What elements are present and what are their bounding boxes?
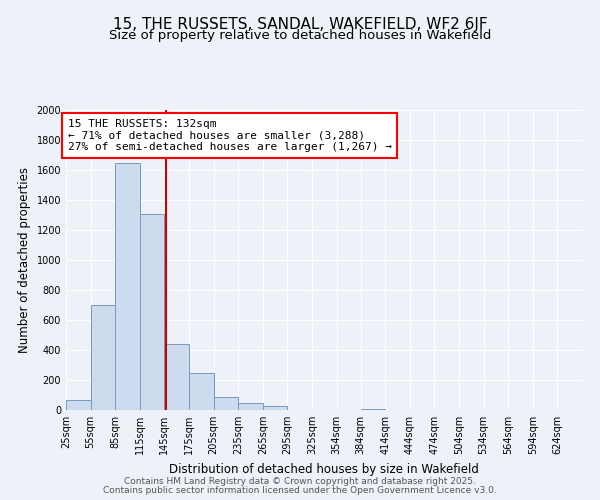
Bar [91, 305, 115, 410]
Text: Contains HM Land Registry data © Crown copyright and database right 2025.: Contains HM Land Registry data © Crown c… [124, 477, 476, 486]
Bar [115, 162, 140, 410]
Bar [263, 406, 287, 410]
Bar [361, 408, 385, 410]
Bar [164, 344, 189, 410]
Text: Size of property relative to detached houses in Wakefield: Size of property relative to detached ho… [109, 29, 491, 42]
Text: 15 THE RUSSETS: 132sqm
← 71% of detached houses are smaller (3,288)
27% of semi-: 15 THE RUSSETS: 132sqm ← 71% of detached… [68, 119, 392, 152]
Bar [214, 397, 238, 410]
Bar [140, 214, 164, 410]
X-axis label: Distribution of detached houses by size in Wakefield: Distribution of detached houses by size … [169, 462, 479, 475]
Bar [66, 400, 91, 410]
Y-axis label: Number of detached properties: Number of detached properties [18, 167, 31, 353]
Bar [189, 372, 214, 410]
Bar [238, 402, 263, 410]
Text: Contains public sector information licensed under the Open Government Licence v3: Contains public sector information licen… [103, 486, 497, 495]
Text: 15, THE RUSSETS, SANDAL, WAKEFIELD, WF2 6JF: 15, THE RUSSETS, SANDAL, WAKEFIELD, WF2 … [113, 18, 487, 32]
